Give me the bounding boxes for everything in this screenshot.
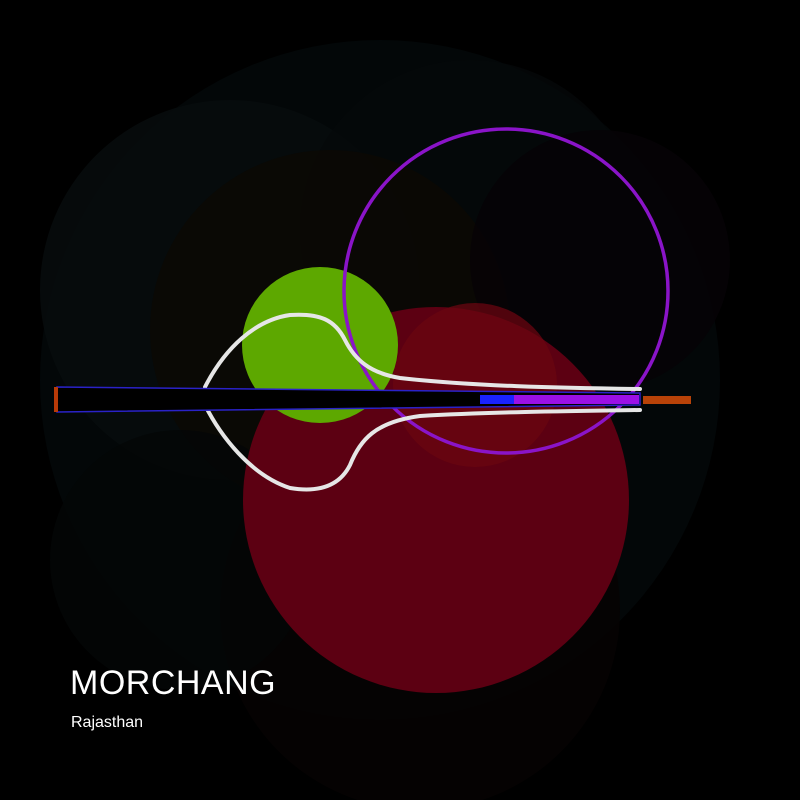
region-subtitle: Rajasthan [71,714,144,731]
green-circle [242,267,398,423]
reed-tip [643,396,691,404]
instrument-title: MORCHANG [70,664,277,702]
instrument-reed [54,386,691,413]
reed-left-cap [54,387,58,412]
purple-ring [342,127,670,455]
reed-purple-segment [514,395,639,404]
reed-blue-segment [480,395,514,404]
